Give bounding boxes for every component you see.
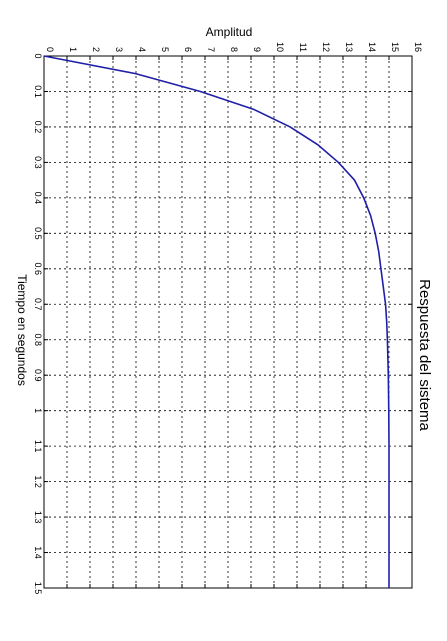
tick-label-time: 0.5: [33, 227, 43, 240]
tick-label-amplitude: 3: [114, 47, 124, 52]
tick-label-time: 0: [33, 53, 43, 58]
tick-labels: 0 1 2 3 4 5 6 7 8 9 10 11 12 13 14 15 1600.10.20.30.40.5…: [33, 42, 423, 594]
y-axis-label: Amplitud: [206, 25, 253, 39]
tick-label-time: 0.1: [33, 85, 43, 98]
tick-label-amplitude: 1: [68, 47, 78, 52]
tick-label-time: 0.4: [33, 192, 43, 205]
tick-label-amplitude: 8: [229, 47, 239, 52]
tick-label-amplitude: 5: [160, 47, 170, 52]
tick-label-time: 1.1: [33, 440, 43, 453]
chart-title: Respuesta del sistema: [416, 279, 433, 431]
tick-label-amplitude: 6: [183, 47, 193, 52]
tick-label-amplitude: 13: [344, 42, 354, 52]
tick-label-amplitude: 15: [390, 42, 400, 52]
grid-lines: [44, 56, 412, 588]
tick-label-amplitude: 10: [275, 42, 285, 52]
tick-label-amplitude: 14: [367, 42, 377, 52]
tick-label-amplitude: 12: [321, 42, 331, 52]
tick-label-time: 1.5: [33, 582, 43, 595]
tick-label-amplitude: 11: [298, 43, 308, 52]
tick-label-amplitude: 7: [206, 47, 216, 52]
tick-label-amplitude: 9: [252, 47, 262, 52]
tick-label-time: 0.7: [33, 298, 43, 311]
tick-label-amplitude: 0: [45, 47, 55, 52]
tick-label-amplitude: 2: [91, 47, 101, 52]
tick-label-time: 1.4: [33, 546, 43, 559]
tick-label-time: 1.3: [33, 511, 43, 524]
tick-label-time: 0.2: [33, 121, 43, 134]
tick-label-time: 0.3: [33, 156, 43, 169]
tick-label-time: 1.2: [33, 475, 43, 488]
x-axis-label: Tiempo en segundos: [15, 274, 29, 386]
tick-label-time: 0.6: [33, 263, 43, 276]
tick-label-time: 1: [33, 408, 43, 413]
tick-label-time: 0.8: [33, 333, 43, 346]
tick-label-time: 0.9: [33, 369, 43, 382]
tick-label-amplitude: 4: [137, 47, 147, 52]
tick-label-amplitude: 16: [413, 42, 423, 52]
response-curve: [43, 55, 390, 588]
